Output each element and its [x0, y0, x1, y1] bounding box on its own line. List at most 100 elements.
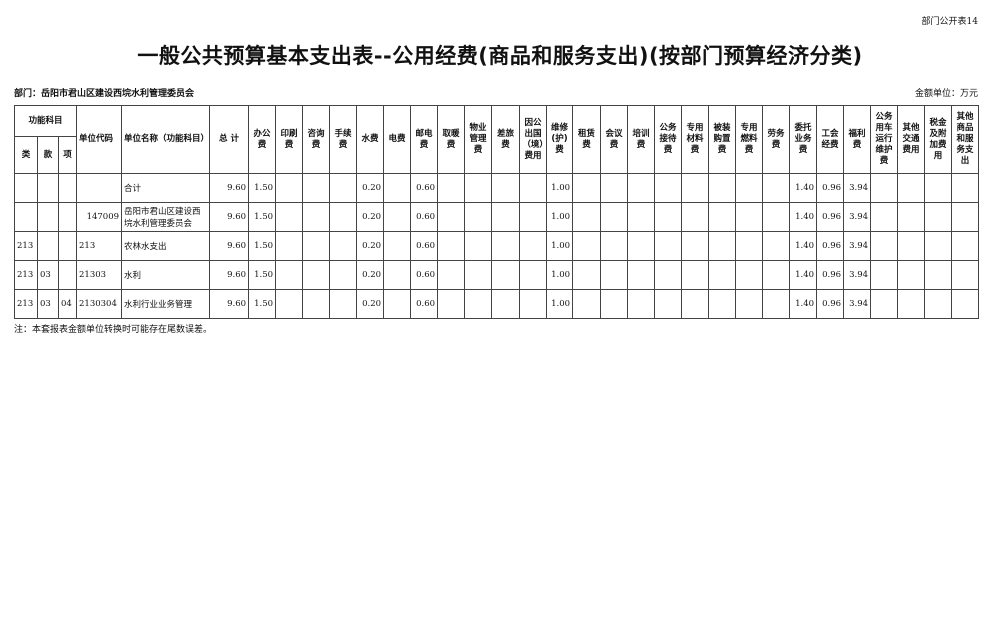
table-cell — [437, 289, 466, 319]
column-header: 租赁费 — [572, 105, 602, 174]
table-cell — [464, 231, 493, 261]
table-cell — [735, 173, 764, 203]
table-cell: 9.60 — [209, 289, 250, 319]
table-number-label: 部门公开表14 — [921, 17, 978, 27]
table-cell: 213 — [14, 260, 38, 290]
table-cell — [951, 231, 980, 261]
table-cell — [57, 202, 78, 232]
table-cell — [572, 173, 602, 203]
table-cell: 1.00 — [546, 289, 574, 319]
column-header: 其他交通费用 — [897, 105, 926, 174]
table-cell — [275, 231, 304, 261]
table-cell — [924, 289, 953, 319]
table-cell — [57, 173, 78, 203]
table-cell: 0.96 — [816, 231, 845, 261]
table-cell: 213 — [14, 231, 38, 261]
column-header: 取暖费 — [437, 105, 466, 174]
table-cell — [870, 173, 899, 203]
table-cell — [681, 231, 710, 261]
column-header: 税金及附加费用 — [924, 105, 953, 174]
table-cell — [654, 173, 683, 203]
column-header: 工会经费 — [816, 105, 845, 174]
table-cell — [437, 260, 466, 290]
column-header: 差旅费 — [491, 105, 521, 174]
table-cell: 3.94 — [843, 260, 872, 290]
column-header: 咨询费 — [302, 105, 331, 174]
table-cell: 合计 — [121, 173, 211, 203]
table-cell — [951, 260, 980, 290]
column-header-sub: 款 — [37, 136, 59, 174]
table-cell — [600, 173, 629, 203]
page-title: 一般公共预算基本支出表--公用经费(商品和服务支出)(按部门预算经济分类) — [137, 44, 863, 68]
table-cell: 1.50 — [248, 173, 277, 203]
footnote: 注：本套报表金额单位转换时可能存在尾数误差。 — [14, 325, 213, 335]
table-cell — [951, 289, 980, 319]
table-cell: 9.60 — [209, 260, 250, 290]
table-cell — [681, 202, 710, 232]
table-cell: 1.50 — [248, 289, 277, 319]
table-cell — [464, 173, 493, 203]
table-cell — [57, 231, 78, 261]
table-cell — [572, 289, 602, 319]
table-cell — [302, 260, 331, 290]
column-header: 单位代码 — [76, 105, 123, 174]
table-cell — [572, 202, 602, 232]
table-cell: 1.40 — [789, 173, 818, 203]
column-header: 维修(护)费 — [546, 105, 574, 174]
table-cell: 147009 — [76, 202, 123, 232]
table-cell — [627, 231, 656, 261]
table-row: 213 213 农林水支出 9.60 1.50 0.20 0.60 1.00 1.40 0.96 3… — [14, 231, 980, 261]
budget-table: 功能科目 单位代码 单位名称（功能科目）总 计办公费 印刷费 咨询费 手续费 水费 电费 邮电费… — [13, 105, 980, 319]
column-header: 培训费 — [627, 105, 656, 174]
table-cell — [491, 289, 521, 319]
table-cell — [627, 202, 656, 232]
column-header: 电费 — [383, 105, 412, 174]
table-cell: 0.20 — [356, 289, 385, 319]
table-cell — [37, 202, 59, 232]
table-cell — [924, 260, 953, 290]
table-cell: 0.60 — [410, 173, 439, 203]
table-row: 合计 9.60 1.50 0.20 0.60 1.00 1.40 0.96 3.94 — [14, 173, 980, 203]
table-cell: 1.00 — [546, 202, 574, 232]
header-function-subject: 功能科目 — [13, 105, 78, 137]
amount-unit-label: 金额单位：万元 — [914, 89, 978, 99]
table-cell — [681, 173, 710, 203]
table-cell — [654, 289, 683, 319]
table-cell — [735, 260, 764, 290]
table-cell — [14, 202, 38, 232]
table-cell — [708, 173, 737, 203]
table-cell — [275, 289, 304, 319]
table-cell: 03 — [37, 289, 59, 319]
table-row: 147009 岳阳市君山区建设西垸水利管理委员会 9.60 1.50 0.20 0.60 1… — [14, 202, 980, 232]
column-header: 单位名称（功能科目） — [121, 105, 211, 174]
table-cell — [897, 231, 926, 261]
table-cell: 岳阳市君山区建设西垸水利管理委员会 — [121, 202, 211, 232]
column-header: 委托业务费 — [789, 105, 818, 174]
table-cell — [681, 260, 710, 290]
table-cell: 0.96 — [816, 173, 845, 203]
table-cell — [302, 289, 331, 319]
table-cell — [329, 202, 358, 232]
table-cell — [519, 202, 548, 232]
table-cell: 1.40 — [789, 260, 818, 290]
table-cell: 1.00 — [546, 173, 574, 203]
table-cell — [600, 202, 629, 232]
table-cell — [329, 173, 358, 203]
column-header: 被装购置费 — [708, 105, 737, 174]
column-header: 专用燃料费 — [735, 105, 764, 174]
table-cell — [572, 260, 602, 290]
column-header: 专用材料费 — [681, 105, 710, 174]
table-cell: 1.00 — [546, 260, 574, 290]
table-cell: 0.60 — [410, 202, 439, 232]
table-cell: 0.20 — [356, 260, 385, 290]
table-cell — [14, 173, 38, 203]
column-header: 手续费 — [329, 105, 358, 174]
table-cell — [464, 202, 493, 232]
column-header: 其他商品和服务支出 — [951, 105, 980, 174]
table-cell — [519, 231, 548, 261]
table-cell: 0.20 — [356, 173, 385, 203]
table-cell — [572, 231, 602, 261]
table-cell: 3.94 — [843, 289, 872, 319]
table-cell: 9.60 — [209, 231, 250, 261]
column-header: 总 计 — [209, 105, 250, 174]
